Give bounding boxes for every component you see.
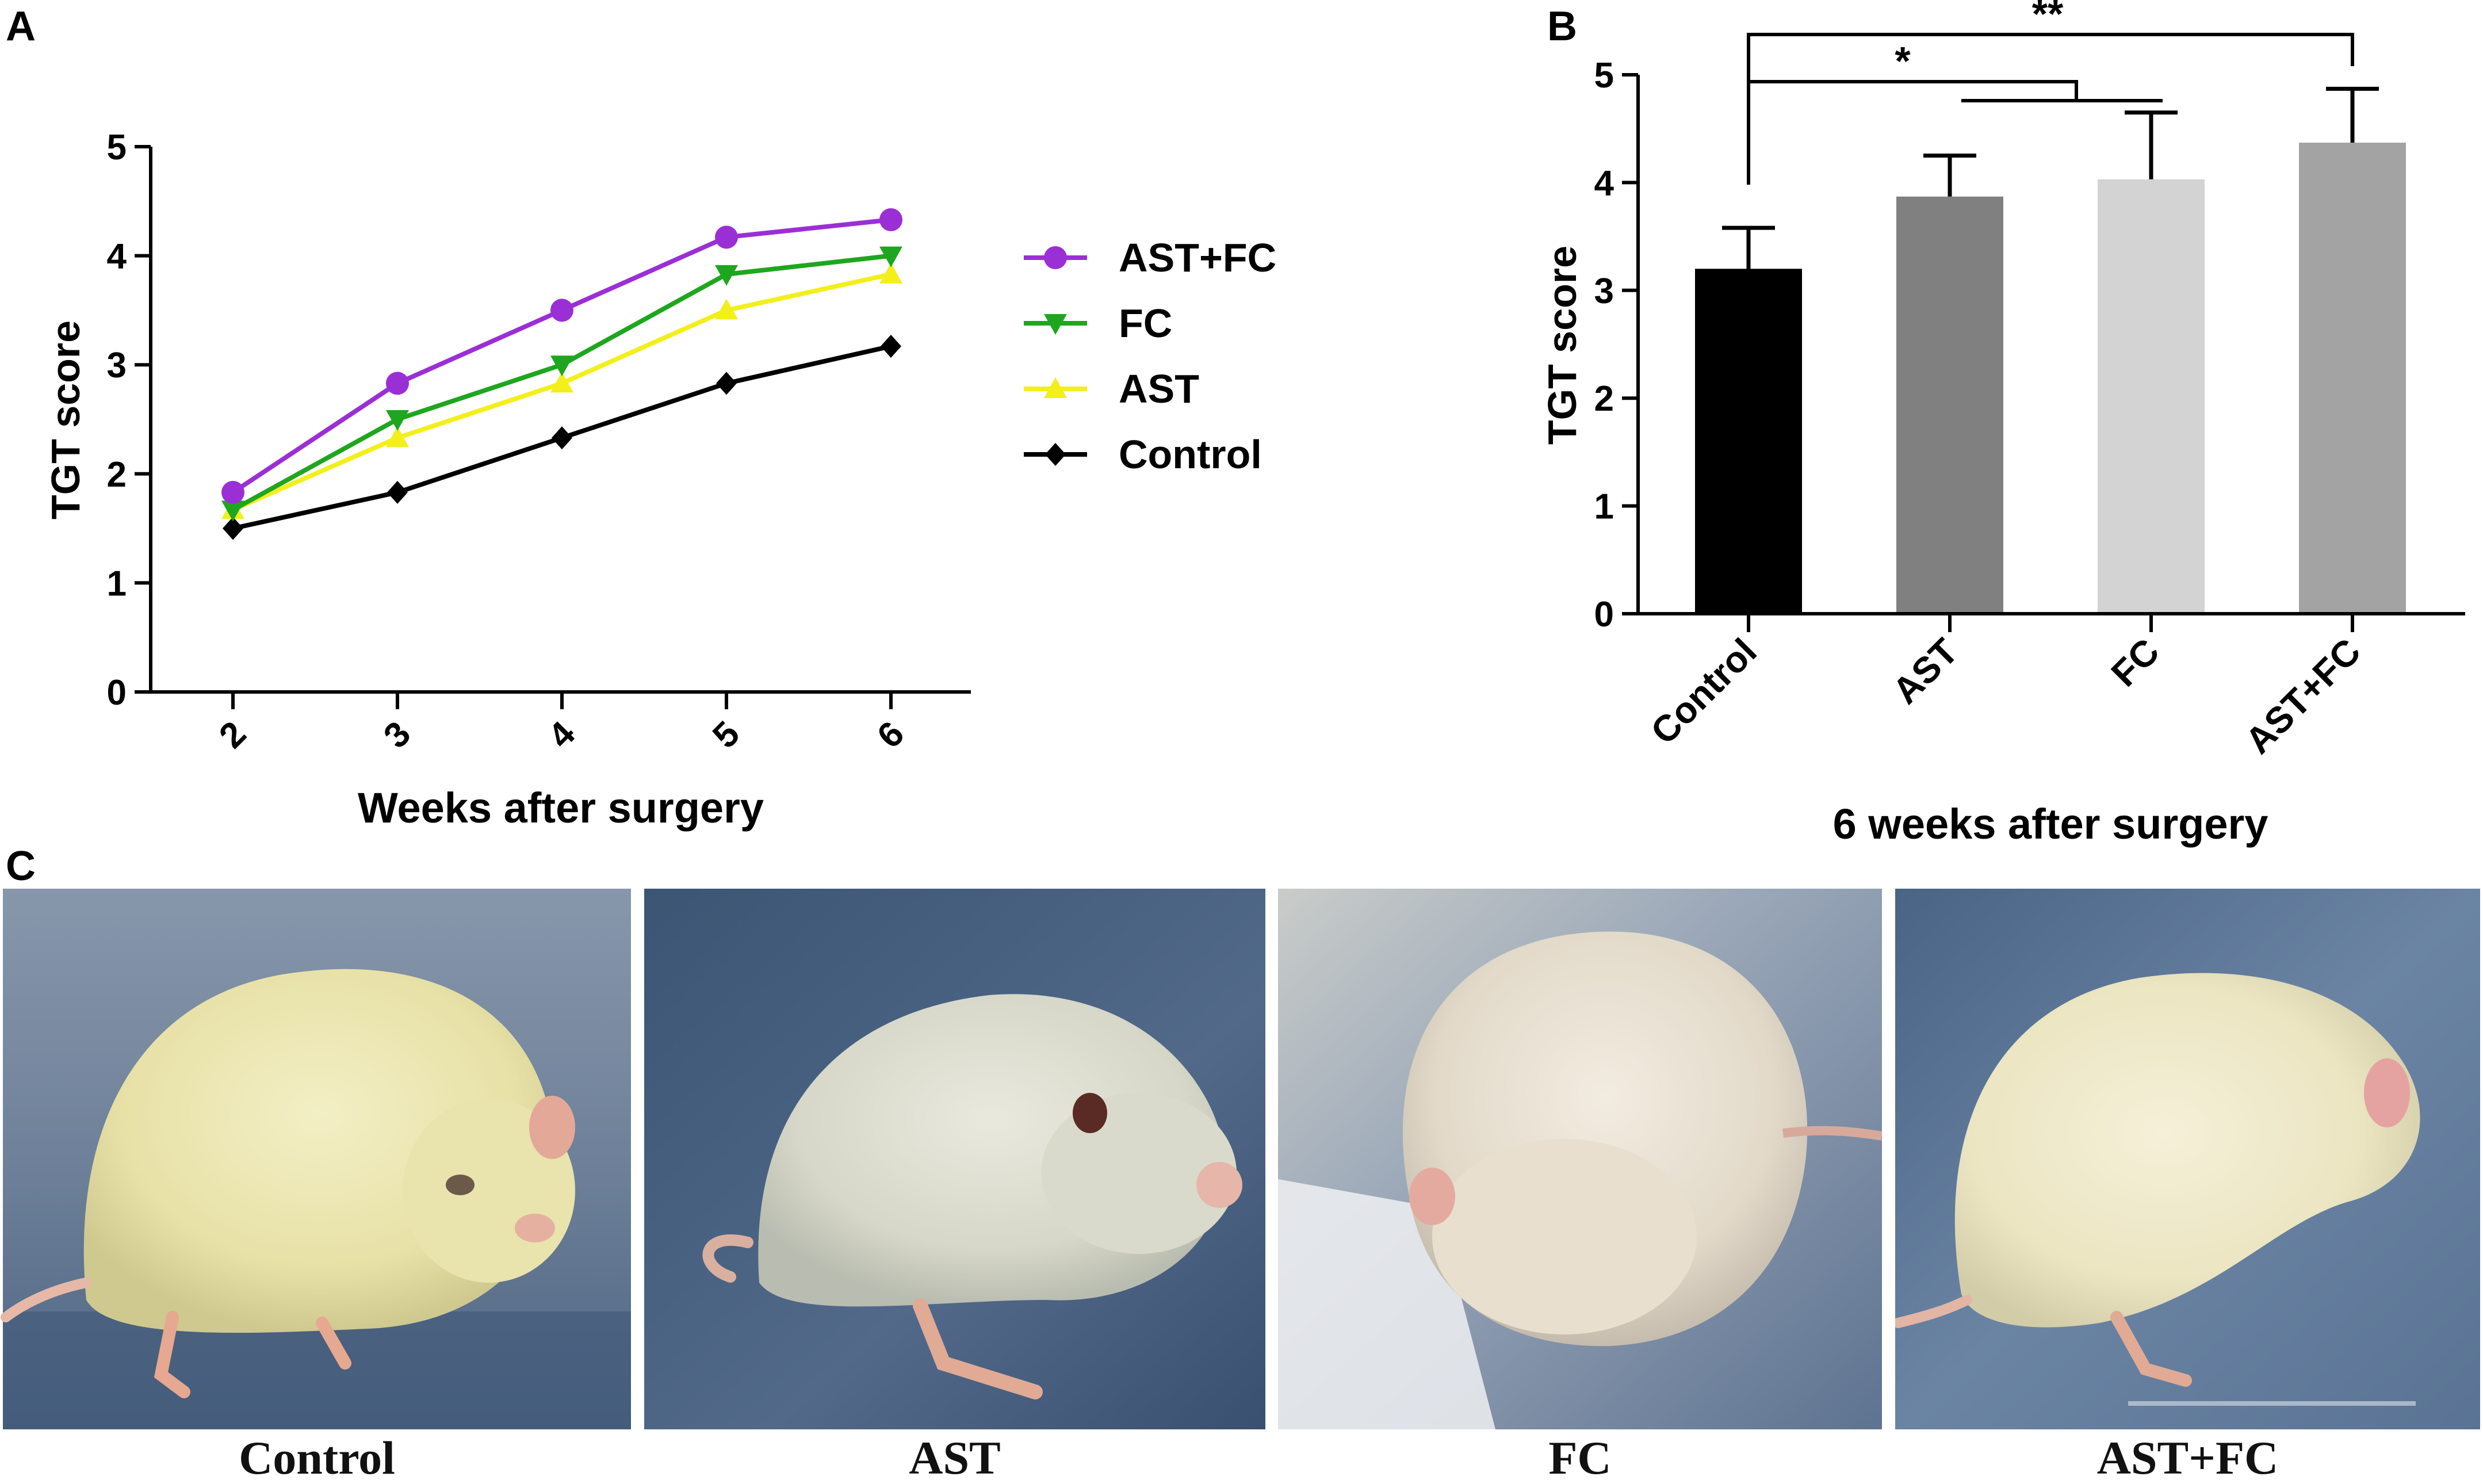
- x-tick-label: 6: [870, 714, 912, 756]
- y-axis-label: TGT score: [43, 320, 88, 519]
- photo-caption-ast: AST: [909, 1432, 1001, 1484]
- legend: AST+FC FC AST Control: [1024, 235, 1276, 477]
- y-tick-label: 5: [107, 128, 127, 167]
- legend-marker: [1045, 443, 1066, 466]
- data-point: [550, 299, 573, 322]
- panel-label-b: B: [1547, 3, 1577, 49]
- x-tick-label: 5: [705, 714, 747, 756]
- x-tick-label: Control: [1643, 630, 1765, 752]
- y-tick-label: 3: [1594, 271, 1614, 311]
- data-point: [879, 208, 902, 232]
- data-point: [550, 372, 573, 393]
- data-point: [881, 334, 901, 358]
- panel-label-a: A: [6, 3, 36, 49]
- x-ticks: 2 3 4 5 6: [212, 692, 912, 756]
- sig-label-single: *: [1895, 39, 1911, 83]
- sig-bracket-single: [1747, 80, 2078, 185]
- y-tick-label: 0: [1594, 595, 1614, 634]
- data-point: [715, 265, 738, 286]
- legend-marker: [1044, 314, 1067, 335]
- data-point: [387, 481, 408, 504]
- bar-control: [1695, 269, 1802, 614]
- data-point: [550, 355, 573, 377]
- significance-brackets: ***: [1747, 0, 2354, 185]
- y-tick-label: 1: [1594, 487, 1614, 527]
- legend-label: FC: [1119, 301, 1172, 346]
- bars-group: [1695, 86, 2406, 614]
- photo-caption-control: Control: [239, 1432, 395, 1484]
- y-tick-label: 4: [107, 237, 127, 277]
- photo-strip: [1, 889, 2480, 1429]
- y-tick-label: 2: [1594, 379, 1614, 419]
- photo-ast: [644, 889, 1265, 1429]
- data-point: [879, 262, 902, 284]
- y-tick-label: 3: [107, 346, 127, 385]
- data-point: [879, 246, 902, 267]
- bar-ast: [1896, 196, 2003, 614]
- x-axis-label: 6 weeks after surgery: [1833, 800, 2268, 848]
- data-point: [386, 410, 409, 431]
- photo-caption-ast-fc: AST+FC: [2096, 1432, 2279, 1484]
- photo-ast-fc: [1893, 889, 2480, 1429]
- data-point: [221, 500, 244, 522]
- bar-ast-fc: [2299, 143, 2406, 614]
- x-ticks: Control AST FC AST+FC: [1643, 614, 2369, 762]
- y-tick-label: 4: [1594, 163, 1614, 203]
- legend-marker: [1044, 246, 1067, 269]
- y-tick-label: 1: [107, 564, 127, 603]
- x-tick-label: AST: [1884, 630, 1965, 712]
- legend-label: AST+FC: [1119, 235, 1276, 280]
- bar-fc: [2098, 179, 2205, 614]
- data-point: [386, 372, 409, 395]
- x-tick-label: FC: [2103, 630, 2167, 694]
- x-tick-label: AST+FC: [2237, 630, 2369, 762]
- y-ticks: 0 1 2 3 4 5: [107, 128, 151, 713]
- photo-control: [1, 889, 631, 1429]
- y-tick-label: 5: [1594, 56, 1614, 95]
- line-chart-panel-a: 0 1 2 3 4 5 2 3 4 5 6 TGT score Weeks after surge…: [43, 128, 1276, 832]
- y-ticks: 0 1 2 3 4 5: [1594, 56, 1638, 634]
- legend-label: AST: [1119, 366, 1199, 411]
- sig-label-double: **: [2032, 0, 2064, 36]
- data-point: [221, 481, 244, 504]
- legend-marker: [1044, 377, 1067, 398]
- legend-label: Control: [1119, 432, 1262, 477]
- panel-label-c: C: [6, 843, 36, 889]
- data-point: [223, 517, 243, 540]
- x-tick-label: 2: [212, 714, 254, 756]
- y-axis-label: TGT score: [1540, 246, 1585, 445]
- photo-fc: [1278, 889, 1883, 1429]
- x-tick-label: 4: [541, 714, 583, 756]
- data-point: [386, 426, 409, 448]
- data-point: [715, 299, 738, 320]
- series-group: [221, 208, 902, 540]
- y-tick-label: 2: [107, 455, 127, 495]
- data-point: [716, 372, 737, 395]
- sig-bracket-double: [1747, 33, 2354, 82]
- data-point: [552, 426, 572, 450]
- x-axis-label: Weeks after surgery: [358, 784, 764, 832]
- x-tick-label: 3: [376, 714, 418, 756]
- photo-caption-fc: FC: [1548, 1432, 1612, 1484]
- data-point: [715, 225, 738, 249]
- y-tick-label: 0: [107, 673, 127, 713]
